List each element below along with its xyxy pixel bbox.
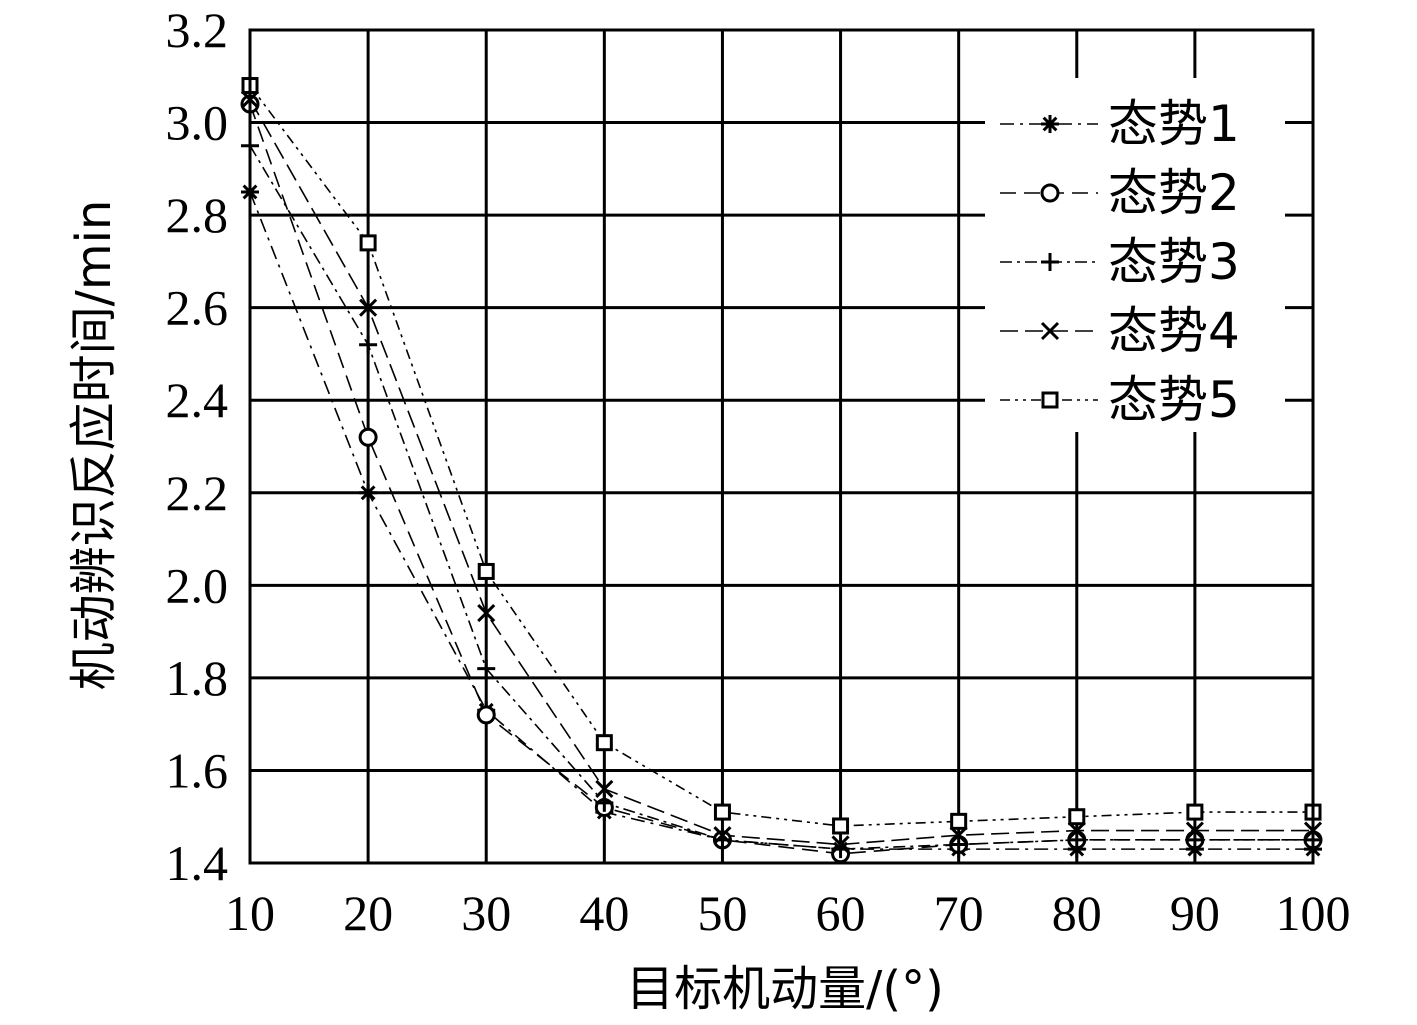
legend-background	[985, 78, 1285, 432]
data-point-series-5	[359, 234, 377, 252]
legend-marker-4	[1040, 321, 1060, 341]
x-tick-label: 90	[1170, 885, 1220, 941]
data-point-series-5	[1068, 808, 1086, 826]
data-point-series-4	[595, 779, 614, 799]
x-tick-label: 20	[343, 885, 393, 941]
data-point-series-4	[831, 835, 850, 854]
x-tick-label: 100	[1276, 885, 1351, 941]
data-point-series-2	[476, 705, 496, 725]
y-tick-label: 2.4	[166, 372, 229, 428]
data-point-series-5	[477, 562, 495, 580]
data-point-series-2	[358, 427, 378, 447]
data-point-series-3	[595, 793, 614, 812]
x-tick-label: 80	[1052, 885, 1102, 941]
x-tick-label: 10	[225, 885, 275, 941]
data-point-series-4	[1067, 821, 1086, 840]
legend: 态势1 态势2 态势3 态势4 态势5	[985, 78, 1285, 432]
y-tick-label: 2.8	[166, 187, 229, 243]
y-tick-label: 2.6	[166, 280, 229, 336]
tick-labels: 10 20 30 40 50 60 70 80 90 100 1.4 1.6 1.8 2.0 2.2 2.4 2…	[166, 2, 1351, 941]
x-tick-label: 60	[816, 885, 866, 941]
x-tick-label: 40	[579, 885, 629, 941]
legend-label-2: 态势2	[1108, 164, 1240, 222]
data-point-series-1	[359, 483, 378, 502]
data-point-series-4	[1185, 821, 1204, 840]
legend-label-3: 态势3	[1108, 233, 1240, 291]
data-point-series-4	[713, 826, 732, 845]
x-tick-label: 70	[934, 885, 984, 941]
data-point-series-3	[359, 335, 378, 354]
legend-marker-5	[1041, 391, 1059, 409]
data-point-series-5	[595, 734, 613, 752]
y-axis-title: 机动辨识反应时间/min	[66, 200, 122, 691]
data-point-series-5	[713, 803, 731, 821]
data-point-series-3	[477, 659, 496, 678]
legend-label-1: 态势1	[1108, 95, 1240, 153]
x-tick-label: 30	[461, 885, 511, 941]
legend-label-4: 态势4	[1108, 302, 1240, 360]
data-point-series-3	[949, 835, 968, 854]
series-line-4	[249, 99, 1313, 846]
y-tick-label: 2.2	[166, 465, 229, 521]
data-point-series-3	[1067, 830, 1086, 849]
y-tick-label: 1.6	[166, 742, 229, 798]
data-point-series-4	[949, 826, 968, 845]
y-tick-label: 1.4	[166, 835, 229, 891]
series-line-3	[249, 145, 1313, 850]
data-point-series-5	[1186, 803, 1204, 821]
y-tick-label: 3.2	[166, 2, 229, 58]
x-tick-label: 50	[697, 885, 747, 941]
x-axis-title: 目标机动量/(°)	[626, 961, 944, 1017]
legend-marker-1	[1041, 115, 1059, 133]
legend-marker-2	[1040, 183, 1060, 203]
data-point-series-3	[1185, 830, 1204, 849]
legend-marker-3	[1041, 253, 1059, 271]
series-layer	[240, 77, 1323, 864]
data-point-series-5	[950, 812, 968, 830]
y-tick-label: 3.0	[166, 95, 229, 151]
data-point-series-4	[359, 298, 378, 317]
data-point-series-5	[832, 817, 850, 835]
series-line-1	[249, 191, 1313, 850]
y-tick-label: 2.0	[166, 557, 229, 613]
series-line-2	[249, 103, 1313, 855]
data-point-series-4	[477, 604, 496, 623]
plot-frame	[248, 28, 1315, 865]
y-tick-label: 1.8	[166, 650, 229, 706]
legend-label-5: 态势5	[1108, 371, 1240, 429]
series-line-5	[249, 85, 1313, 827]
